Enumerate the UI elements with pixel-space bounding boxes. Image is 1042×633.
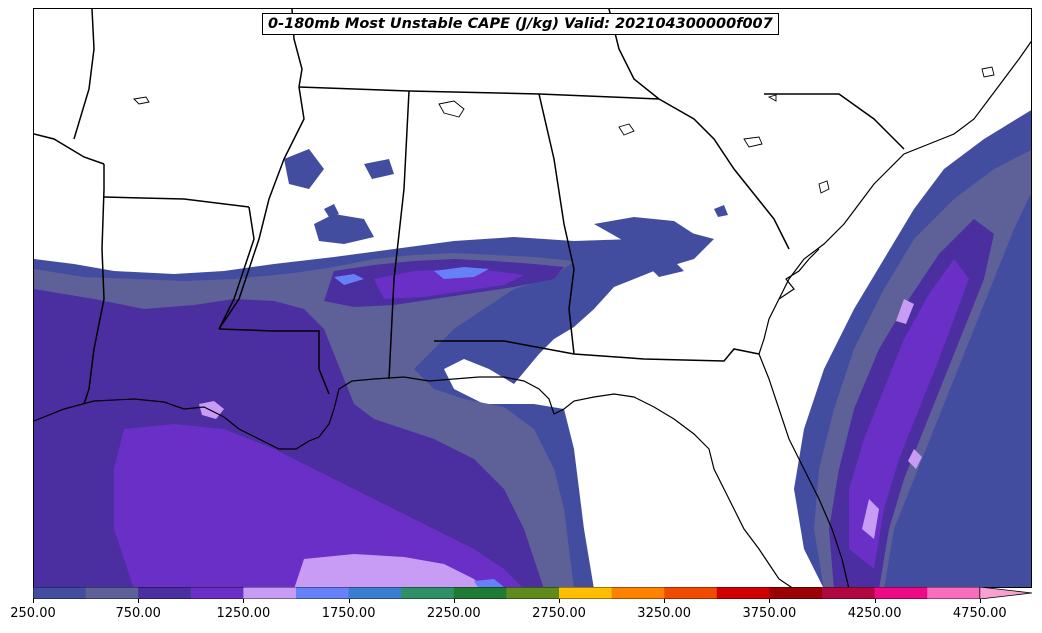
cape-level5-atlantic-2 xyxy=(862,499,879,539)
colorbar-tick-label: 1750.00 xyxy=(321,606,376,621)
colorbar-tick-label: 750.00 xyxy=(115,606,161,621)
map-panel xyxy=(33,8,1032,588)
nc-sc-border xyxy=(764,93,905,150)
cape-level4-atlantic xyxy=(849,259,969,569)
cape-level6-blob xyxy=(474,579,504,587)
state-borders xyxy=(34,9,905,405)
colorbar-tick xyxy=(453,599,455,603)
cape-level4-band xyxy=(374,269,524,299)
cape-level6-streak xyxy=(434,267,489,279)
colorbar-segment xyxy=(927,587,981,599)
cape-level5-atlantic-1 xyxy=(896,299,914,324)
colorbar-segment xyxy=(33,587,87,599)
colorbar-tick xyxy=(138,599,140,603)
colorbar-tick-label: 2750.00 xyxy=(532,606,586,621)
ms-al-border xyxy=(388,90,410,380)
colorbar-segment xyxy=(506,587,560,599)
colorbar-tick xyxy=(33,599,34,603)
colorbar-segment xyxy=(348,587,402,599)
colorbar-segment xyxy=(716,587,770,599)
colorbar-tick xyxy=(979,599,981,603)
colorbar-segment xyxy=(296,587,350,599)
georgia-coast-detail xyxy=(778,248,820,300)
colorbar-segment xyxy=(190,587,244,599)
cape-shading-atlantic xyxy=(794,110,1031,587)
cape-level5-gulf xyxy=(294,554,482,587)
florida-east-coast xyxy=(758,353,850,587)
colorbar-tick xyxy=(348,599,350,603)
colorbar-tick xyxy=(664,599,666,603)
colorbar-segment xyxy=(453,587,507,599)
cape-level6-streak2 xyxy=(334,274,364,285)
colorbar-tick-label: 1250.00 xyxy=(216,606,271,621)
colorbar-tick-label: 4750.00 xyxy=(952,606,1007,621)
colorbar-tick-label: 4250.00 xyxy=(847,606,902,621)
mississippi-river xyxy=(218,206,255,330)
mississippi-river-north xyxy=(218,86,305,330)
colorbar-tick xyxy=(769,599,771,603)
colorbar xyxy=(33,587,1033,599)
al-ga-border xyxy=(538,93,575,355)
colorbar-segment xyxy=(769,587,823,599)
colorbar-segment xyxy=(874,587,928,599)
cape-map xyxy=(34,9,1031,587)
map-title: 0-180mb Most Unstable CAPE (J/kg) Valid:… xyxy=(262,13,779,35)
colorbar-tick-label: 3250.00 xyxy=(637,606,692,621)
colorbar-tick-label: 2250.00 xyxy=(426,606,481,621)
tx-west-border xyxy=(73,9,95,140)
colorbar-segment xyxy=(243,587,297,599)
gulf-coastline xyxy=(34,376,793,587)
colorbar-tick xyxy=(243,599,245,603)
ar-la-border xyxy=(103,196,250,208)
colorbar-segment xyxy=(85,587,139,599)
colorbar-segment xyxy=(611,587,665,599)
colorbar-segment xyxy=(664,587,718,599)
colorbar-segment xyxy=(138,587,192,599)
ok-tx-border xyxy=(34,133,105,165)
colorbar-segment xyxy=(822,587,876,599)
cape-level4-gulf xyxy=(114,424,522,587)
colorbar-tick xyxy=(559,599,560,603)
cape-level5-atlantic-3 xyxy=(908,449,922,469)
colorbar-tick-label: 250.00 xyxy=(10,606,56,621)
colorbar-tick-label: 3750.00 xyxy=(742,606,797,621)
tn-border xyxy=(298,86,660,100)
colorbar-extend-arrow xyxy=(979,587,1033,599)
fl-border xyxy=(434,340,760,362)
colorbar-tick xyxy=(874,599,876,603)
cape-shading-scattered xyxy=(284,149,728,277)
la-ms-border xyxy=(218,328,330,395)
cape-shading-gulf xyxy=(34,231,714,587)
lakes xyxy=(133,66,995,194)
colorbar-segment xyxy=(401,587,455,599)
tx-la-border xyxy=(83,164,105,405)
ga-sc-border xyxy=(658,98,790,250)
colorbar-segment xyxy=(559,587,613,599)
coastlines xyxy=(34,40,1031,587)
